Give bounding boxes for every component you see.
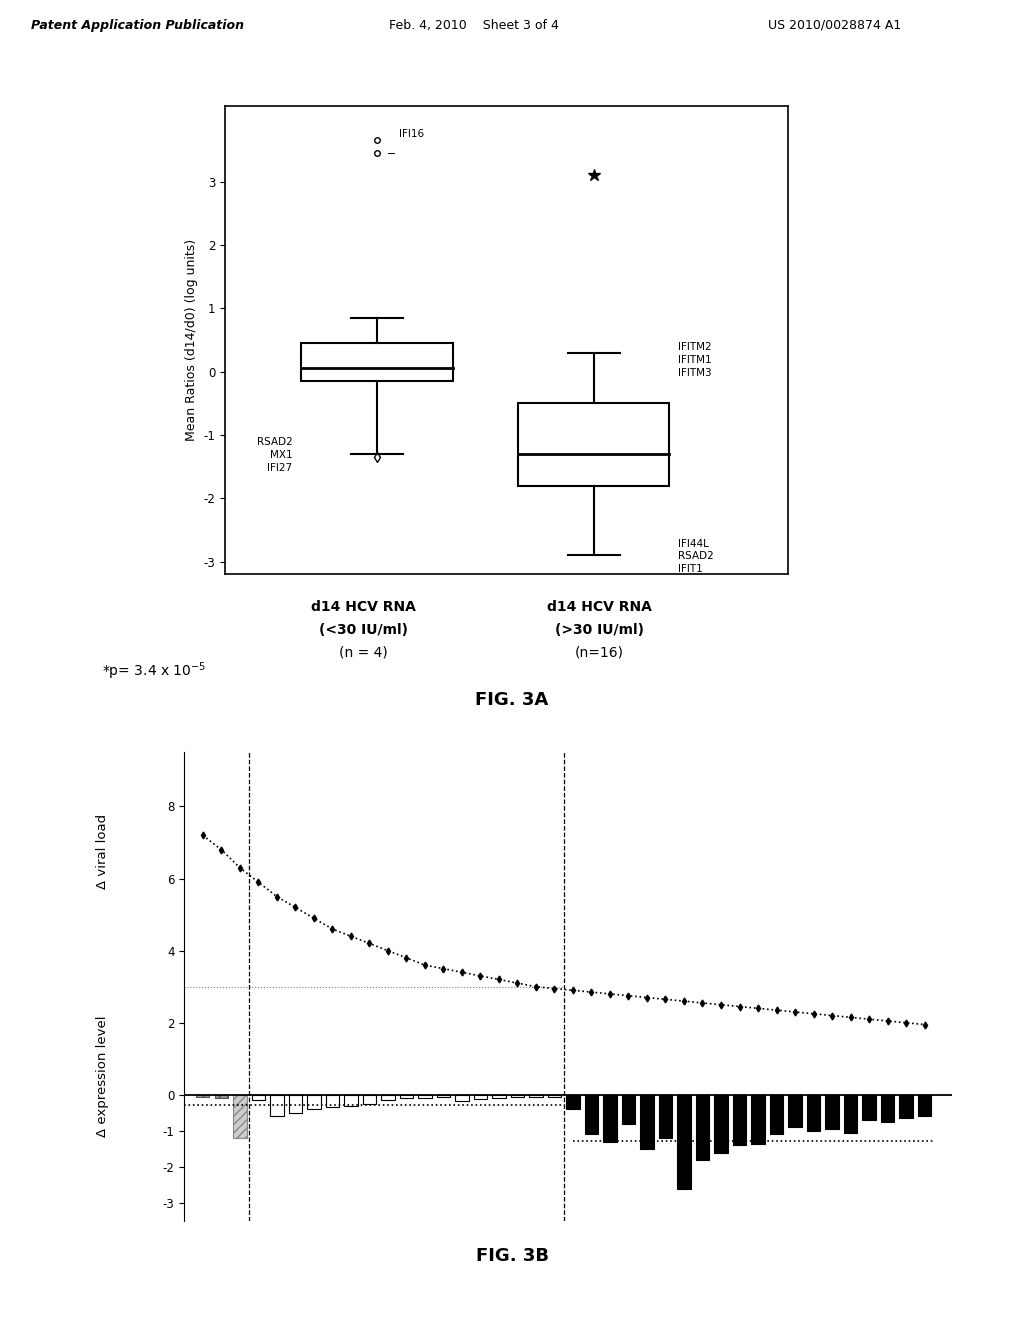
Bar [825,1094,839,1129]
Bar [696,1094,710,1160]
Text: IFITM2: IFITM2 [678,342,712,352]
Bar [381,1094,394,1101]
Bar [511,1094,524,1097]
Bar [788,1094,802,1127]
Bar [585,1094,598,1134]
Bar [862,1094,876,1121]
Text: US 2010/0028874 A1: US 2010/0028874 A1 [768,18,901,32]
Bar [918,1094,931,1117]
Bar [301,343,453,381]
Bar [529,1094,543,1097]
Bar [566,1094,580,1109]
Bar [881,1094,894,1122]
Bar [603,1094,616,1142]
Y-axis label: Mean Ratios (d14/d0) (log units): Mean Ratios (d14/d0) (log units) [185,239,198,441]
Bar [215,1094,228,1098]
Bar [548,1094,561,1097]
Bar [844,1094,857,1133]
Text: Feb. 4, 2010    Sheet 3 of 4: Feb. 4, 2010 Sheet 3 of 4 [389,18,559,32]
Bar [622,1094,635,1123]
Bar [640,1094,653,1148]
Text: IFIT1: IFIT1 [678,564,702,574]
Bar [437,1094,451,1097]
Text: $*$p= 3.4 x 10$^{-5}$: $*$p= 3.4 x 10$^{-5}$ [102,660,207,682]
Bar [677,1094,690,1188]
Text: d14 HCV RNA: d14 HCV RNA [311,601,416,614]
Bar [807,1094,820,1131]
Bar [518,403,670,486]
Bar [362,1094,376,1104]
Bar [197,1094,210,1097]
Text: RSAD2: RSAD2 [678,552,714,561]
Bar [658,1094,672,1138]
Text: RSAD2: RSAD2 [257,437,293,447]
Bar [770,1094,783,1134]
Bar [715,1094,728,1152]
Text: IFI27: IFI27 [267,463,293,473]
Text: IFI44L: IFI44L [678,539,709,549]
Text: FIG. 3B: FIG. 3B [475,1246,549,1265]
Text: (n = 4): (n = 4) [339,645,388,659]
Text: Δ viral load: Δ viral load [96,814,109,888]
Text: MX1: MX1 [269,450,293,461]
Bar [344,1094,357,1106]
Text: d14 HCV RNA: d14 HCV RNA [547,601,651,614]
Bar [899,1094,912,1118]
Bar [399,1094,413,1098]
Text: IFITM3: IFITM3 [678,368,712,378]
Bar [733,1094,746,1146]
Text: (<30 IU/ml): (<30 IU/ml) [319,623,408,636]
Bar [252,1094,265,1101]
Bar [270,1094,284,1117]
Bar [493,1094,506,1098]
Text: IFI16: IFI16 [398,128,424,139]
Text: (n=16): (n=16) [574,645,624,659]
Text: FIG. 3A: FIG. 3A [475,690,549,709]
Bar [752,1094,765,1143]
Bar [307,1094,321,1109]
Text: (>30 IU/ml): (>30 IU/ml) [555,623,643,636]
Bar [289,1094,302,1113]
Bar [456,1094,469,1101]
Text: IFITM1: IFITM1 [678,355,712,366]
Bar [474,1094,487,1100]
Bar [418,1094,431,1098]
Text: Patent Application Publication: Patent Application Publication [31,18,244,32]
Bar [326,1094,339,1107]
Bar [233,1094,247,1138]
Text: Δ expression level: Δ expression level [96,1015,109,1137]
